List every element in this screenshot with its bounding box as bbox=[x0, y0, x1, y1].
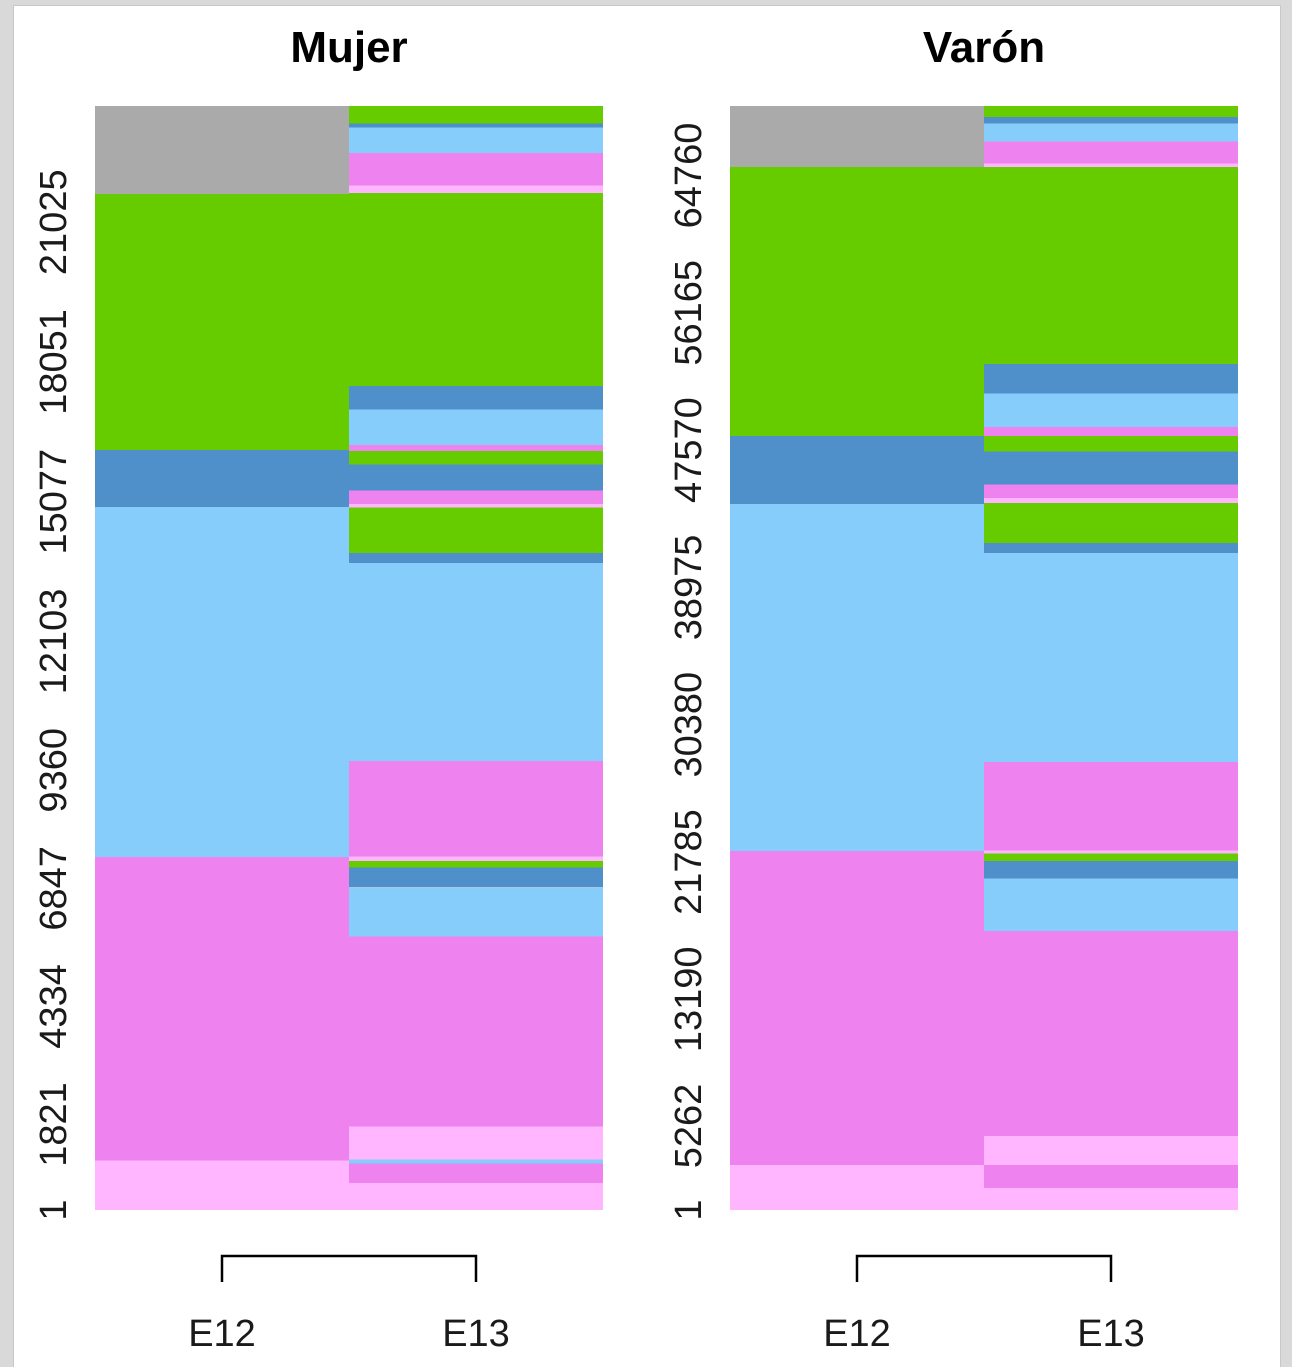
sequence-segment bbox=[984, 542, 1238, 553]
y-tick-label: 12103 bbox=[33, 589, 75, 695]
sequence-segment bbox=[349, 185, 603, 193]
y-tick-label: 18051 bbox=[33, 309, 75, 415]
sequence-segment bbox=[984, 930, 1238, 1137]
y-tick-label: 56165 bbox=[668, 260, 710, 366]
sequence-segment bbox=[95, 106, 349, 194]
sequence-segment bbox=[349, 936, 603, 1127]
sequence-segment bbox=[984, 497, 1238, 504]
panel-title: Varón bbox=[923, 23, 1045, 72]
sequence-segment bbox=[349, 464, 603, 491]
sequence-segment bbox=[730, 436, 984, 504]
x-tick-label: E13 bbox=[1077, 1313, 1145, 1355]
sequence-segment bbox=[349, 409, 603, 446]
sequence-segment bbox=[349, 192, 603, 386]
sequence-segment bbox=[95, 857, 349, 1161]
sequence-segment bbox=[95, 507, 349, 858]
sequence-segment bbox=[984, 762, 1238, 851]
sequence-segment bbox=[984, 393, 1238, 428]
y-tick-label: 6847 bbox=[33, 846, 75, 931]
y-tick-label: 64760 bbox=[668, 123, 710, 229]
y-tick-label: 15077 bbox=[33, 449, 75, 555]
y-tick-label: 5262 bbox=[668, 1084, 710, 1169]
sequence-segment bbox=[95, 1160, 349, 1210]
sequence-segment bbox=[984, 484, 1238, 498]
sequence-segment bbox=[349, 1159, 603, 1164]
sequence-segment bbox=[349, 553, 603, 564]
y-tick-label: 9360 bbox=[33, 728, 75, 813]
sequence-segment bbox=[984, 860, 1238, 879]
sequence-segment bbox=[730, 167, 984, 437]
y-axis: 1 1821 4334 6847 9360 12103 15077 18051 21025 bbox=[33, 169, 75, 1220]
sequence-segment bbox=[730, 1165, 984, 1210]
sequence-segment bbox=[984, 436, 1238, 452]
sequence-segment bbox=[984, 878, 1238, 931]
sequence-segment bbox=[984, 451, 1238, 485]
sequence-segment bbox=[984, 503, 1238, 543]
sequence-segment bbox=[984, 123, 1238, 142]
sequence-segment bbox=[984, 106, 1238, 118]
sequence-segment bbox=[984, 427, 1238, 437]
y-axis: 1 5262 13190 21785 30380 38975 47570 56165 64760 bbox=[668, 123, 710, 1221]
sequence-segment bbox=[349, 760, 603, 857]
sequence-segment bbox=[349, 450, 603, 465]
sequence-segment bbox=[349, 503, 603, 508]
panel-bars bbox=[95, 106, 603, 1210]
sequence-segment bbox=[984, 552, 1238, 763]
sequence-segment bbox=[349, 867, 603, 888]
sequence-segment bbox=[349, 507, 603, 554]
y-tick-label: 21025 bbox=[33, 169, 75, 275]
sequence-segment bbox=[349, 385, 603, 410]
y-tick-label: 13190 bbox=[668, 946, 710, 1052]
x-tick-label: E12 bbox=[823, 1313, 891, 1355]
sequence-segment bbox=[349, 490, 603, 504]
sequence-segment bbox=[984, 163, 1238, 168]
sequence-segment bbox=[349, 1126, 603, 1160]
x-axis-line bbox=[220, 1254, 478, 1282]
x-tick-label: E12 bbox=[188, 1313, 256, 1355]
sequence-segment bbox=[984, 853, 1238, 861]
y-tick-label: 1821 bbox=[33, 1082, 75, 1167]
sequence-segment bbox=[349, 106, 603, 124]
sequence-segment bbox=[730, 503, 984, 852]
sequence-segment bbox=[349, 1182, 603, 1210]
sequence-segment bbox=[349, 127, 603, 153]
y-tick-label: 30380 bbox=[668, 672, 710, 778]
sequence-segment bbox=[730, 851, 984, 1166]
sequence-segment bbox=[984, 167, 1238, 364]
sequence-segment bbox=[349, 860, 603, 868]
sequence-segment bbox=[984, 117, 1238, 124]
sequence-segment bbox=[984, 1165, 1238, 1188]
sequence-segment bbox=[349, 152, 603, 186]
panel-bars bbox=[730, 106, 1238, 1210]
sequence-segment bbox=[730, 106, 984, 168]
sequence-segment bbox=[95, 449, 349, 508]
sequence-segment bbox=[95, 193, 349, 450]
y-tick-label: 1 bbox=[33, 1199, 75, 1220]
sequence-segment bbox=[349, 445, 603, 451]
x-tick-label: E13 bbox=[442, 1313, 510, 1355]
sequence-segment bbox=[984, 363, 1238, 394]
x-axis-line bbox=[855, 1254, 1113, 1282]
y-tick-label: 38975 bbox=[668, 535, 710, 641]
sequence-segment bbox=[349, 563, 603, 761]
sequence-segment bbox=[984, 850, 1238, 854]
y-tick-label: 21785 bbox=[668, 809, 710, 915]
sequence-segment bbox=[349, 887, 603, 937]
y-tick-label: 4334 bbox=[33, 964, 75, 1049]
y-tick-label: 47570 bbox=[668, 397, 710, 503]
sequence-segment bbox=[984, 141, 1238, 164]
sequence-segment bbox=[349, 1163, 603, 1183]
y-tick-label: 1 bbox=[668, 1199, 710, 1220]
sequence-segment bbox=[984, 1136, 1238, 1166]
sequence-segment bbox=[349, 123, 603, 128]
sequence-segment bbox=[349, 856, 603, 861]
panel-title: Mujer bbox=[290, 23, 407, 72]
sequence-segment bbox=[984, 1187, 1238, 1210]
